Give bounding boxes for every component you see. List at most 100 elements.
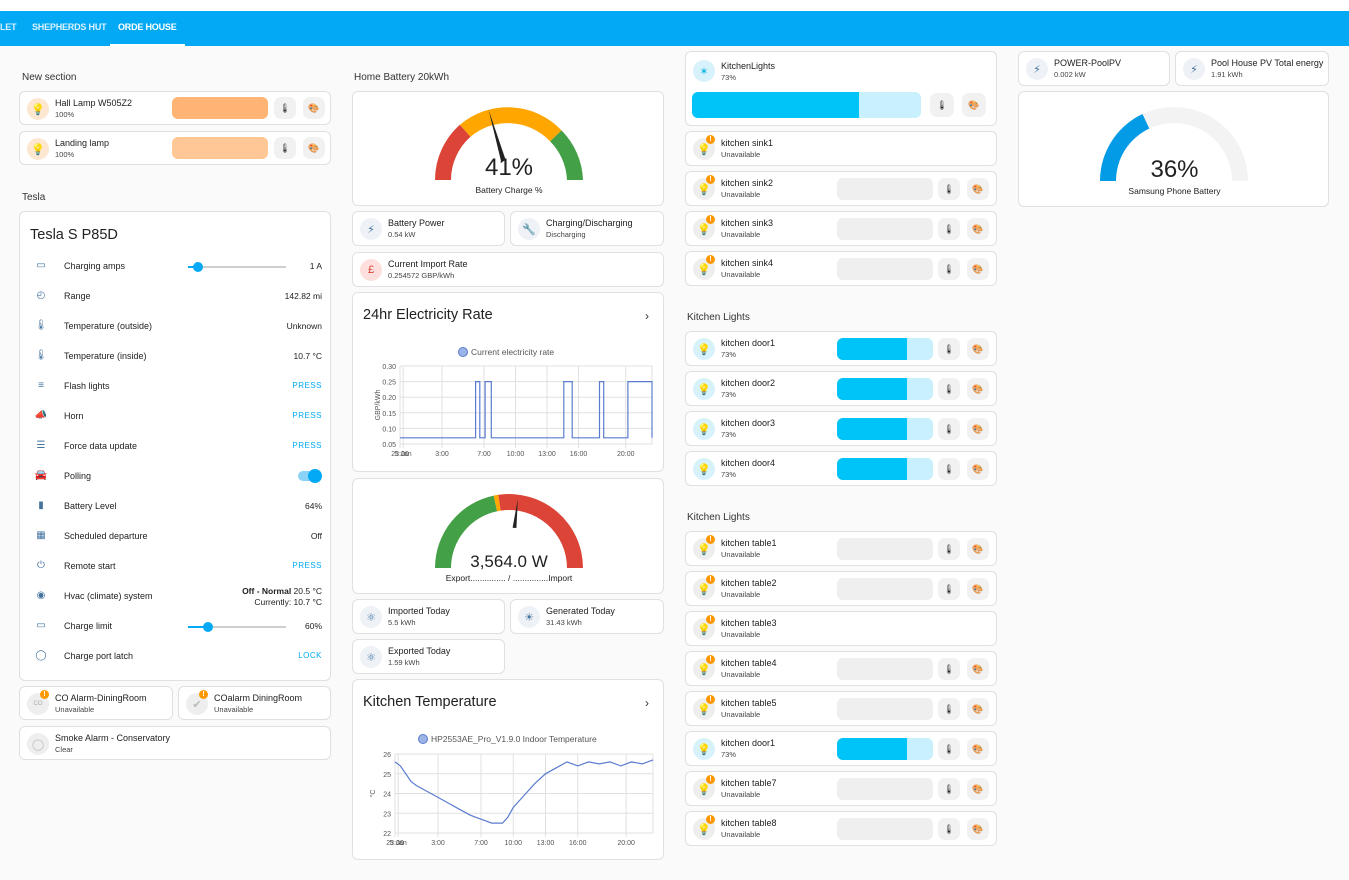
- palette-icon[interactable]: 🎨: [967, 418, 989, 440]
- brightness-bar[interactable]: [172, 137, 268, 159]
- palette-icon[interactable]: 🎨: [967, 458, 989, 480]
- tesla-row[interactable]: ▭ Charging amps 1 A: [20, 252, 332, 282]
- palette-icon[interactable]: 🎨: [967, 338, 989, 360]
- lamp-row-landing[interactable]: 💡 Landing lamp 100% 🌡 🎨: [19, 131, 331, 165]
- light-row[interactable]: 💡! kitchen sink1 Unavailable: [685, 131, 997, 166]
- tesla-action-button[interactable]: PRESS: [292, 411, 322, 420]
- thermometer-icon[interactable]: 🌡: [938, 178, 960, 200]
- tesla-action-button[interactable]: LOCK: [298, 651, 322, 660]
- charging-discharging-tile[interactable]: 🔧 Charging/Discharging Discharging: [510, 211, 664, 246]
- imported-today-tile[interactable]: ⚛ Imported Today 5.5 kWh: [352, 599, 505, 634]
- brightness-bar[interactable]: [837, 458, 933, 480]
- palette-icon[interactable]: 🎨: [967, 698, 989, 720]
- tesla-row[interactable]: ⏻ Remote start PRESS: [20, 552, 332, 582]
- tesla-row[interactable]: 🌡 Temperature (outside) Unknown: [20, 312, 332, 342]
- light-row[interactable]: 💡 kitchen door1 73% 🌡 🎨: [685, 731, 997, 766]
- palette-icon[interactable]: 🎨: [967, 658, 989, 680]
- palette-icon[interactable]: 🎨: [962, 93, 986, 117]
- tab-let[interactable]: LET: [0, 22, 17, 32]
- thermometer-icon[interactable]: 🌡: [938, 818, 960, 840]
- light-row[interactable]: 💡! kitchen table4 Unavailable 🌡 🎨: [685, 651, 997, 686]
- brightness-bar[interactable]: [837, 538, 933, 560]
- brightness-bar[interactable]: [837, 778, 933, 800]
- thermometer-icon[interactable]: 🌡: [938, 658, 960, 680]
- tesla-row[interactable]: ◯ Charge port latch LOCK: [20, 642, 332, 672]
- tesla-row[interactable]: ▮ Battery Level 64%: [20, 492, 332, 522]
- thermometer-icon[interactable]: 🌡: [938, 738, 960, 760]
- palette-icon[interactable]: 🎨: [967, 258, 989, 280]
- tesla-slider[interactable]: [188, 262, 286, 272]
- kitchen-lights-card[interactable]: ✶ KitchenLights 73% 🌡 🎨: [685, 51, 997, 126]
- slider-knob[interactable]: [192, 262, 203, 272]
- battery-gauge-card[interactable]: 41% Battery Charge %: [352, 91, 664, 206]
- thermometer-icon[interactable]: 🌡: [930, 93, 954, 117]
- tesla-action-button[interactable]: PRESS: [292, 381, 322, 390]
- light-row[interactable]: 💡! kitchen table1 Unavailable 🌡 🎨: [685, 531, 997, 566]
- tesla-row[interactable]: ◉ Hvac (climate) system Off - Normal 20.5 …: [20, 582, 332, 612]
- brightness-bar[interactable]: [172, 97, 268, 119]
- kitchen-temperature-card[interactable]: Kitchen Temperature › HP2553AE_Pro_V1.9.…: [352, 679, 664, 860]
- light-row[interactable]: 💡 kitchen door3 73% 🌡 🎨: [685, 411, 997, 446]
- co-alarm-dining-tile[interactable]: CO ! CO Alarm-DiningRoom Unavailable: [19, 686, 173, 720]
- chevron-right-icon[interactable]: ›: [645, 309, 649, 323]
- thermometer-icon[interactable]: 🌡: [274, 137, 296, 159]
- palette-icon[interactable]: 🎨: [967, 218, 989, 240]
- exported-today-tile[interactable]: ⚛ Exported Today 1.59 kWh: [352, 639, 505, 674]
- brightness-bar[interactable]: [837, 418, 933, 440]
- thermometer-icon[interactable]: 🌡: [938, 418, 960, 440]
- light-row[interactable]: 💡 kitchen door4 73% 🌡 🎨: [685, 451, 997, 486]
- brightness-bar[interactable]: [837, 258, 933, 280]
- current-import-rate-tile[interactable]: £ Current Import Rate 0.254572 GBP/kWh: [352, 252, 664, 287]
- tesla-slider[interactable]: [188, 622, 286, 632]
- generated-today-tile[interactable]: ☀ Generated Today 31.43 kWh: [510, 599, 664, 634]
- light-row[interactable]: 💡! kitchen table3 Unavailable: [685, 611, 997, 646]
- thermometer-icon[interactable]: 🌡: [938, 338, 960, 360]
- tesla-row[interactable]: 🌡 Temperature (inside) 10.7 °C: [20, 342, 332, 372]
- tesla-action-button[interactable]: PRESS: [292, 561, 322, 570]
- battery-power-tile[interactable]: ⚡ Battery Power 0.54 kW: [352, 211, 505, 246]
- tesla-row[interactable]: 🚘 Polling: [20, 462, 332, 492]
- thermometer-icon[interactable]: 🌡: [938, 698, 960, 720]
- light-row[interactable]: 💡 kitchen door2 73% 🌡 🎨: [685, 371, 997, 406]
- tesla-row[interactable]: 📣 Horn PRESS: [20, 402, 332, 432]
- thermometer-icon[interactable]: 🌡: [938, 458, 960, 480]
- electricity-rate-card[interactable]: 24hr Electricity Rate › Current electric…: [352, 292, 664, 472]
- palette-icon[interactable]: 🎨: [967, 578, 989, 600]
- tesla-row[interactable]: ≡ Flash lights PRESS: [20, 372, 332, 402]
- light-row[interactable]: 💡! kitchen sink4 Unavailable 🌡 🎨: [685, 251, 997, 286]
- thermometer-icon[interactable]: 🌡: [274, 97, 296, 119]
- thermometer-icon[interactable]: 🌡: [938, 218, 960, 240]
- coalarm-dining-tile[interactable]: ✔ ! COalarm DiningRoom Unavailable: [178, 686, 331, 720]
- polling-toggle[interactable]: [298, 469, 322, 483]
- palette-icon[interactable]: 🎨: [967, 178, 989, 200]
- palette-icon[interactable]: 🎨: [303, 137, 325, 159]
- palette-icon[interactable]: 🎨: [967, 378, 989, 400]
- light-row[interactable]: 💡! kitchen table8 Unavailable 🌡 🎨: [685, 811, 997, 846]
- brightness-bar[interactable]: [837, 578, 933, 600]
- slider-knob[interactable]: [202, 622, 213, 632]
- thermometer-icon[interactable]: 🌡: [938, 778, 960, 800]
- thermometer-icon[interactable]: 🌡: [938, 258, 960, 280]
- pool-house-pv-total-tile[interactable]: ⚡ Pool House PV Total energy 1.91 kWh: [1175, 51, 1329, 86]
- tesla-row[interactable]: ▭ Charge limit 60%: [20, 612, 332, 642]
- palette-icon[interactable]: 🎨: [967, 818, 989, 840]
- palette-icon[interactable]: 🎨: [303, 97, 325, 119]
- power-poolpv-tile[interactable]: ⚡ POWER-PoolPV 0.002 kW: [1018, 51, 1170, 86]
- brightness-bar[interactable]: [837, 738, 933, 760]
- light-row[interactable]: 💡! kitchen table2 Unavailable 🌡 🎨: [685, 571, 997, 606]
- light-row[interactable]: 💡! kitchen table7 Unavailable 🌡 🎨: [685, 771, 997, 806]
- brightness-bar[interactable]: [837, 698, 933, 720]
- power-gauge-card[interactable]: 3,564.0 W Export............... / ......…: [352, 478, 664, 594]
- light-row[interactable]: 💡! kitchen sink2 Unavailable 🌡 🎨: [685, 171, 997, 206]
- brightness-bar[interactable]: [837, 338, 933, 360]
- light-row[interactable]: 💡 kitchen door1 73% 🌡 🎨: [685, 331, 997, 366]
- tesla-row[interactable]: ▦ Scheduled departure Off: [20, 522, 332, 552]
- thermometer-icon[interactable]: 🌡: [938, 538, 960, 560]
- lamp-row-hall[interactable]: 💡 Hall Lamp W505Z2 100% 🌡 🎨: [19, 91, 331, 125]
- brightness-bar[interactable]: [692, 92, 921, 118]
- palette-icon[interactable]: 🎨: [967, 778, 989, 800]
- tesla-row[interactable]: ◴ Range 142.82 mi: [20, 282, 332, 312]
- brightness-bar[interactable]: [837, 178, 933, 200]
- tesla-action-button[interactable]: PRESS: [292, 441, 322, 450]
- brightness-bar[interactable]: [837, 378, 933, 400]
